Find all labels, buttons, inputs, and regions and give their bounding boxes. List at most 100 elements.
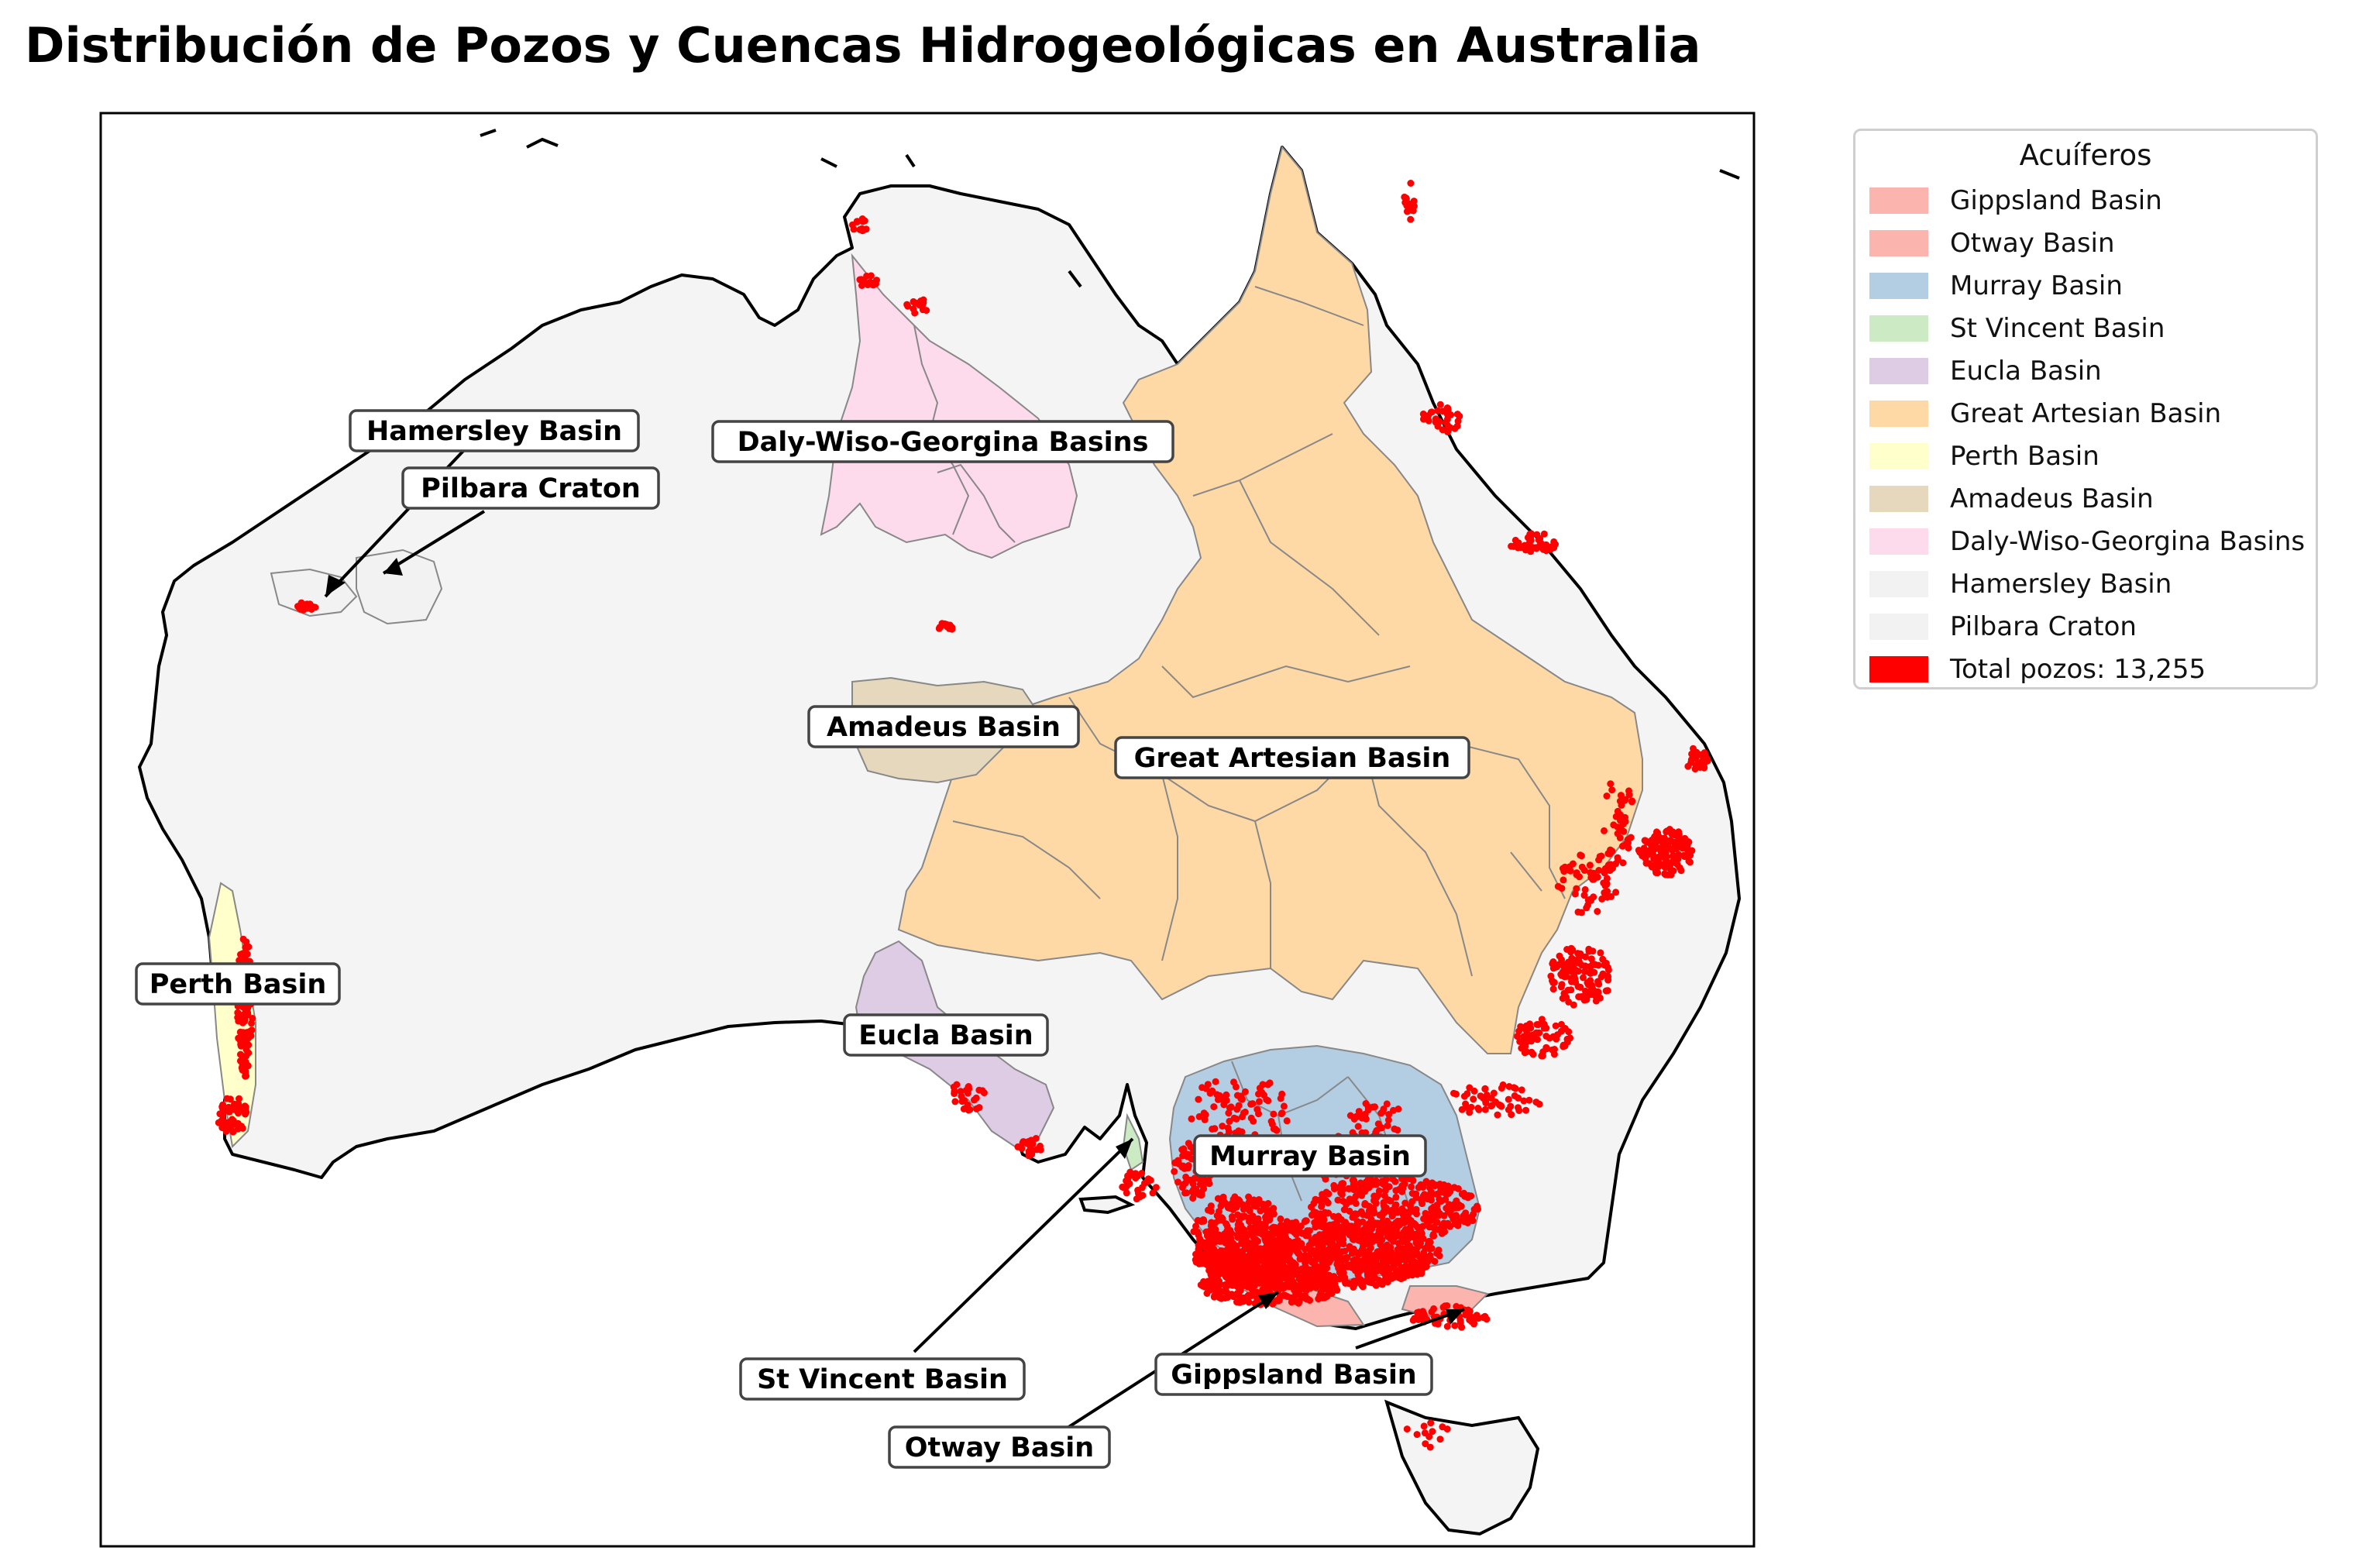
- well-point: [1628, 798, 1635, 806]
- well-point: [1364, 1106, 1372, 1114]
- well-point: [1205, 1227, 1213, 1235]
- legend-swatch: [1869, 571, 1928, 597]
- well-point: [294, 603, 301, 610]
- well-point: [1582, 953, 1589, 961]
- well-point: [1498, 1102, 1505, 1110]
- well-point: [1552, 1022, 1560, 1030]
- well-point: [1412, 1259, 1420, 1267]
- well-point: [1646, 849, 1653, 857]
- well-point: [242, 1046, 250, 1054]
- well-point: [1395, 1252, 1402, 1260]
- well-point: [1394, 1126, 1401, 1134]
- well-point: [1207, 1202, 1215, 1210]
- label-pilbara: Pilbara Craton: [401, 466, 660, 510]
- legend-item: St Vincent Basin: [1869, 313, 2165, 344]
- well-point: [1352, 1249, 1360, 1257]
- well-point: [1226, 1281, 1233, 1288]
- legend-item: Gippsland Basin: [1869, 185, 2162, 216]
- well-point: [1354, 1112, 1362, 1120]
- legend-swatch: [1869, 273, 1928, 299]
- well-point: [1574, 958, 1582, 965]
- well-point: [1494, 1111, 1501, 1119]
- well-point: [1467, 1103, 1475, 1111]
- well-point: [1376, 1225, 1384, 1233]
- well-point: [1202, 1111, 1209, 1119]
- well-point: [1661, 837, 1668, 844]
- label-pilbara-text: Pilbara Craton: [421, 473, 641, 504]
- well-point: [1314, 1239, 1322, 1246]
- well-point: [1604, 888, 1611, 896]
- well-point: [1595, 980, 1603, 988]
- well-point: [1180, 1145, 1188, 1153]
- well-point: [958, 1098, 966, 1106]
- well-point: [1257, 1245, 1264, 1253]
- well-point: [1407, 215, 1415, 223]
- well-point: [1341, 1274, 1349, 1281]
- well-point: [1550, 1050, 1558, 1058]
- well-point: [248, 1026, 256, 1034]
- well-point: [1615, 856, 1622, 864]
- well-point: [1255, 1196, 1263, 1203]
- legend-label: Hamersley Basin: [1950, 569, 2172, 600]
- well-point: [1346, 1231, 1354, 1239]
- well-point: [1612, 889, 1620, 896]
- well-point: [1409, 1253, 1417, 1260]
- well-point: [1413, 1243, 1421, 1251]
- well-point: [1617, 792, 1625, 799]
- well-point: [1261, 1202, 1269, 1209]
- well-point: [1422, 1263, 1430, 1271]
- well-point: [1271, 1278, 1278, 1286]
- well-point: [1280, 1102, 1288, 1110]
- well-point: [1480, 1094, 1487, 1102]
- label-daly-text: Daly-Wiso-Georgina Basins: [738, 427, 1149, 458]
- well-point: [1274, 1297, 1282, 1304]
- well-point: [1374, 1120, 1382, 1128]
- label-eucla: Eucla Basin: [843, 1013, 1049, 1057]
- well-point: [1132, 1170, 1140, 1178]
- well-point: [1517, 544, 1525, 552]
- well-point: [1242, 1205, 1250, 1212]
- well-point: [1299, 1276, 1307, 1284]
- well-point: [1420, 1191, 1428, 1199]
- well-point: [1298, 1229, 1306, 1237]
- well-point: [1372, 1177, 1380, 1185]
- well-point: [1589, 960, 1597, 968]
- well-point: [308, 604, 316, 612]
- well-point: [1302, 1217, 1309, 1225]
- well-point: [1577, 983, 1584, 991]
- well-point: [1410, 1208, 1418, 1216]
- well-point: [1607, 780, 1615, 788]
- well-point: [903, 301, 911, 308]
- well-point: [1456, 412, 1463, 420]
- well-point: [1286, 1256, 1294, 1264]
- well-point: [1434, 1226, 1442, 1233]
- well-point: [215, 1119, 222, 1126]
- well-point: [1212, 1238, 1220, 1245]
- well-point: [1432, 415, 1439, 423]
- well-point: [1124, 1172, 1131, 1180]
- well-point: [239, 950, 246, 958]
- well-point: [1602, 987, 1610, 995]
- well-point: [1327, 1284, 1334, 1291]
- well-point: [1525, 1096, 1533, 1104]
- well-point: [1326, 1272, 1333, 1280]
- well-point: [1668, 868, 1676, 875]
- well-point: [1627, 834, 1635, 841]
- well-point: [1234, 1221, 1242, 1229]
- well-point: [1334, 1196, 1342, 1204]
- well-point: [1275, 1227, 1283, 1235]
- well-point: [1394, 1260, 1402, 1267]
- well-point: [1285, 1270, 1293, 1277]
- well-point: [1547, 972, 1555, 980]
- well-point: [1241, 1088, 1249, 1095]
- legend-item: Perth Basin: [1869, 441, 2099, 472]
- label-st-vincent-text: St Vincent Basin: [757, 1364, 1008, 1395]
- well-point: [1422, 1440, 1429, 1448]
- well-point: [1350, 1226, 1357, 1233]
- well-point: [1237, 1092, 1245, 1100]
- well-point: [1549, 958, 1557, 965]
- well-point: [1198, 1191, 1205, 1198]
- well-point: [1338, 1239, 1346, 1246]
- well-point: [1324, 1291, 1332, 1298]
- well-point: [1226, 1243, 1234, 1251]
